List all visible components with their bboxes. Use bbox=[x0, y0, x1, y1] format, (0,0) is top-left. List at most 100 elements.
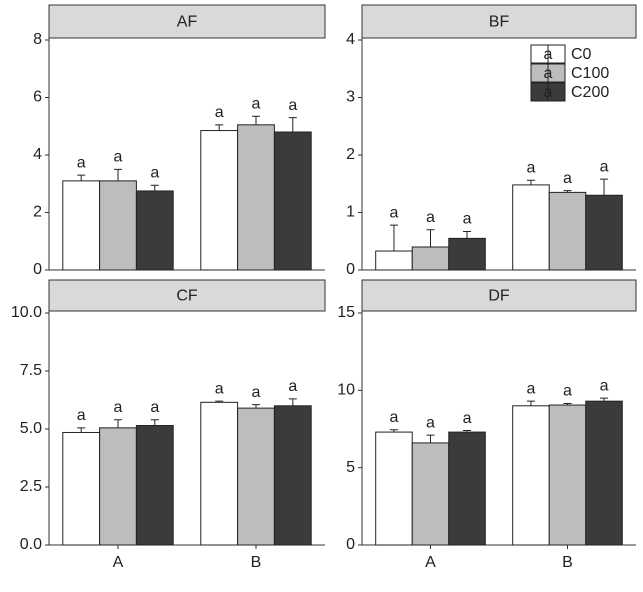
y-tick-label: 2 bbox=[33, 204, 42, 221]
y-tick-label: 3 bbox=[346, 89, 355, 106]
panel-title: BF bbox=[489, 14, 510, 31]
bar bbox=[512, 405, 550, 546]
significance-letter: a bbox=[252, 384, 261, 401]
x-tick-label: B bbox=[251, 554, 262, 571]
bar bbox=[375, 250, 413, 271]
error-bar bbox=[114, 419, 122, 428]
error-bar bbox=[389, 429, 398, 433]
y-tick-label: 10.0 bbox=[11, 304, 42, 321]
y-tick-label: 2 bbox=[346, 146, 355, 163]
bar bbox=[62, 431, 101, 546]
panel-title: DF bbox=[488, 288, 510, 305]
error-bar bbox=[426, 229, 435, 247]
y-tick-label: 10 bbox=[337, 382, 355, 399]
bar bbox=[237, 407, 275, 546]
significance-letter: a bbox=[527, 380, 536, 397]
error-bar bbox=[526, 179, 535, 185]
error-bar bbox=[563, 402, 572, 406]
strip bbox=[361, 279, 637, 312]
y-tick-label: 4 bbox=[33, 146, 42, 163]
bar bbox=[585, 194, 623, 271]
significance-letter: a bbox=[600, 377, 609, 394]
panel-title: CF bbox=[176, 288, 198, 305]
error-bar bbox=[426, 434, 435, 443]
error-bar bbox=[288, 117, 297, 132]
error-bar bbox=[389, 224, 398, 252]
panel-title: AF bbox=[177, 14, 198, 31]
x-tick-label: A bbox=[113, 554, 124, 571]
bar bbox=[375, 431, 413, 546]
bar bbox=[585, 400, 623, 546]
error-bar bbox=[252, 404, 260, 409]
y-tick-label: 0 bbox=[33, 261, 42, 278]
error-bar bbox=[77, 427, 86, 433]
bar bbox=[512, 184, 550, 271]
legend-label: C0 bbox=[571, 46, 592, 63]
y-tick-label: 15 bbox=[337, 304, 355, 321]
significance-letter: a bbox=[150, 164, 159, 181]
bar bbox=[99, 427, 137, 546]
error-bar bbox=[600, 178, 609, 196]
strip bbox=[361, 4, 637, 39]
error-bar bbox=[114, 168, 122, 181]
bar bbox=[548, 404, 587, 546]
error-bar bbox=[150, 419, 159, 426]
bar bbox=[448, 237, 486, 271]
significance-letter: a bbox=[252, 95, 261, 112]
bar bbox=[200, 401, 239, 546]
significance-letter: a bbox=[114, 399, 123, 416]
error-bar bbox=[215, 124, 224, 131]
significance-letter: a bbox=[77, 407, 86, 424]
significance-letter: a bbox=[288, 378, 297, 395]
error-bar bbox=[463, 430, 472, 433]
bar bbox=[99, 180, 137, 271]
error-bar bbox=[563, 190, 572, 193]
error-bar bbox=[526, 400, 535, 406]
y-tick-label: 5 bbox=[346, 459, 355, 476]
bar bbox=[273, 405, 312, 546]
y-tick-label: 4 bbox=[346, 31, 355, 48]
bar bbox=[548, 191, 587, 271]
y-tick-label: 8 bbox=[33, 31, 42, 48]
y-tick-label: 2.5 bbox=[20, 478, 42, 495]
significance-letter: a bbox=[288, 97, 297, 114]
error-bar bbox=[215, 400, 224, 403]
y-tick-label: 0.0 bbox=[20, 536, 42, 553]
legend-key-letter: a bbox=[544, 46, 553, 63]
y-tick-label: 7.5 bbox=[20, 362, 42, 379]
error-bar bbox=[600, 397, 609, 402]
bar bbox=[411, 442, 450, 546]
bar bbox=[411, 246, 450, 271]
significance-letter: a bbox=[463, 410, 472, 427]
significance-letter: a bbox=[150, 399, 159, 416]
error-bar bbox=[288, 398, 297, 406]
significance-letter: a bbox=[463, 211, 472, 228]
x-tick-label: B bbox=[562, 554, 573, 571]
significance-letter: a bbox=[426, 414, 435, 431]
x-tick-label: A bbox=[425, 554, 436, 571]
bar bbox=[62, 180, 101, 271]
bar bbox=[237, 124, 275, 271]
legend-key-letter: a bbox=[544, 84, 553, 101]
significance-letter: a bbox=[527, 160, 536, 177]
bar bbox=[273, 131, 312, 271]
y-tick-label: 5.0 bbox=[20, 420, 42, 437]
significance-letter: a bbox=[390, 204, 399, 221]
significance-letter: a bbox=[563, 170, 572, 187]
strip bbox=[48, 279, 326, 312]
y-tick-label: 1 bbox=[346, 204, 355, 221]
bar bbox=[135, 425, 174, 546]
legend-label: C100 bbox=[571, 65, 609, 82]
significance-letter: a bbox=[77, 154, 86, 171]
bar bbox=[200, 130, 239, 271]
significance-letter: a bbox=[215, 104, 224, 121]
y-tick-label: 6 bbox=[33, 89, 42, 106]
legend-label: C200 bbox=[571, 84, 609, 101]
bar bbox=[135, 190, 174, 271]
bar bbox=[448, 431, 486, 546]
strip bbox=[48, 4, 326, 39]
significance-letter: a bbox=[563, 383, 572, 400]
error-bar bbox=[77, 174, 86, 181]
significance-letter: a bbox=[114, 149, 123, 166]
